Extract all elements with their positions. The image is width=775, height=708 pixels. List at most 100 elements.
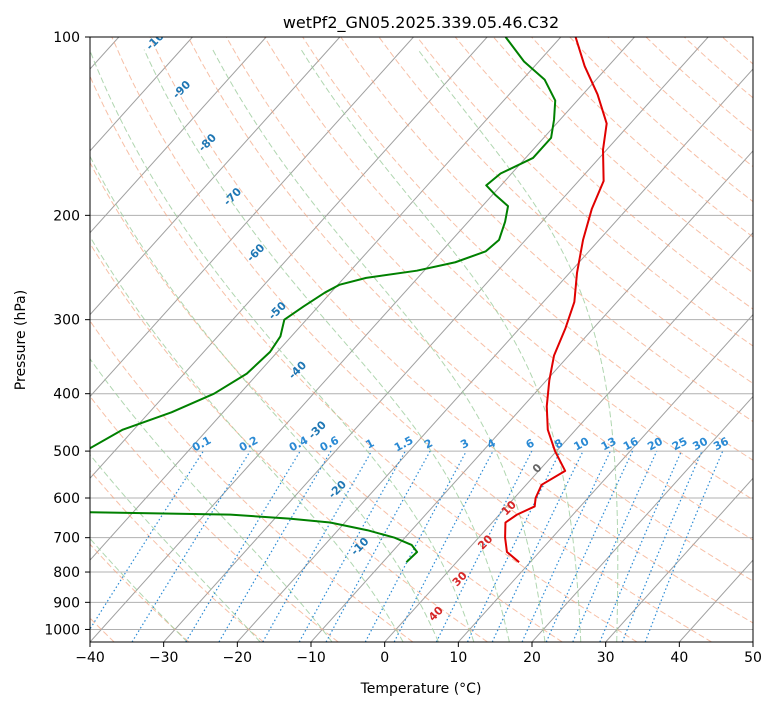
mixing-ratio-line [435, 450, 533, 642]
x-tick-label: 50 [744, 650, 762, 666]
mixing-ratio-label: 10 [572, 435, 592, 454]
x-tick-label: −20 [223, 650, 253, 666]
mixing-ratio-line [364, 450, 467, 642]
isotherm-line [90, 37, 635, 642]
moist-adiabat-line [417, 49, 619, 642]
mixing-ratio-line [131, 450, 251, 642]
isotherm-line [531, 395, 753, 642]
isentrope-label: -100 [143, 24, 172, 53]
isentrope-label: -70 [221, 185, 244, 208]
isotherm-line [90, 37, 414, 398]
profile-layer [90, 37, 608, 563]
mixing-ratio-label: 6 [524, 436, 537, 451]
isotherm-line [752, 641, 753, 642]
dry-adiabat-line [90, 75, 638, 642]
dry-adiabat-line [111, 37, 712, 642]
x-tick-label: 0 [380, 650, 389, 666]
isotherm-line [678, 559, 753, 642]
y-tick-label: 100 [53, 30, 80, 46]
dry-adiabat-line [302, 37, 753, 461]
x-tick-label: −40 [75, 650, 105, 666]
dry-adiabat-line [378, 37, 753, 385]
mixing-ratio-line [572, 450, 658, 642]
y-tick-label: 400 [53, 387, 80, 403]
moist-adiabat-line [90, 453, 261, 642]
x-tick-label: 10 [449, 650, 467, 666]
moist-adiabat-line [90, 537, 188, 642]
y-tick-label: 500 [53, 444, 80, 460]
x-tick-label: 40 [670, 650, 688, 666]
isotherm-line [457, 313, 753, 642]
dry-adiabat-line [340, 37, 753, 423]
isotherm-line [605, 477, 753, 642]
mixing-ratio-line [545, 450, 634, 642]
x-tick-label: 30 [597, 650, 615, 666]
plot-frame [89, 36, 754, 643]
x-tick-label: −10 [296, 650, 326, 666]
y-tick-label: 700 [53, 531, 80, 547]
x-axis-label: Temperature (°C) [360, 681, 482, 697]
mixing-ratio-line [298, 450, 406, 642]
y-tick-label: 900 [53, 595, 80, 611]
grid-layer: 0.1 0.2 0.4 0.6 1 1.5 2 3 4 6 8 10 13 16 20 25 30 36-100-… [90, 24, 753, 642]
isotherm-line [90, 37, 488, 480]
dry-adiabat-line [531, 37, 753, 238]
mixing-ratio-label: 25 [670, 435, 690, 454]
dry-adiabat-line [225, 37, 753, 541]
dry-adiabat-line [607, 37, 753, 168]
y-tick-label: 800 [53, 565, 80, 581]
dewpoint-profile-line [90, 37, 557, 563]
theta-e-label: 0 [530, 461, 545, 476]
moist-adiabat-line [300, 49, 582, 642]
dry-adiabat-line [90, 242, 488, 642]
mixing-ratio-label: 36 [711, 435, 731, 454]
mixing-ratio-label: 20 [645, 435, 665, 454]
moist-adiabat-line [90, 235, 404, 642]
chart-title: wetPf2_GN05.2025.339.05.46.C32 [283, 13, 559, 33]
moist-adiabat-line [90, 49, 475, 642]
dry-adiabat-line [493, 37, 753, 274]
mixing-ratio-label: 2 [422, 436, 435, 451]
moist-adiabat-line [90, 155, 439, 642]
isotherm-line [90, 37, 267, 234]
y-tick-label: 300 [53, 313, 80, 329]
dry-adiabat-line [90, 395, 339, 642]
y-tick-label: 1000 [44, 622, 80, 638]
mixing-ratio-line [185, 450, 301, 642]
mixing-ratio-label: 16 [621, 435, 641, 454]
mixing-ratio-label: 4 [485, 436, 498, 451]
moist-adiabat-line [212, 49, 546, 642]
y-tick-label: 200 [53, 208, 80, 224]
dry-adiabat-line [264, 37, 753, 501]
mixing-ratio-label: 30 [690, 434, 710, 453]
dry-adiabat-line [90, 469, 264, 642]
dry-adiabat-line [187, 37, 753, 582]
moist-adiabat-line [143, 49, 510, 642]
mixing-ratio-line [90, 450, 204, 631]
dry-adiabat-line [645, 37, 753, 133]
mixing-ratio-line [621, 450, 703, 642]
isotherm-line [90, 37, 341, 316]
axis-ticks: −40 −30 −20 −10 0 10 20 30 40 5010009008007006005… [44, 30, 762, 666]
mixing-ratio-label: 3 [458, 436, 471, 451]
mixing-ratio-line [325, 450, 431, 642]
dry-adiabat-line [454, 37, 753, 310]
y-tick-label: 600 [53, 491, 80, 507]
temperature-profile-line [504, 37, 608, 563]
dry-adiabat-line [149, 37, 753, 624]
x-tick-label: −30 [149, 650, 179, 666]
isentrope-label: -90 [170, 78, 193, 101]
isotherm-line [90, 37, 193, 152]
isentrope-label: -80 [196, 131, 219, 154]
x-tick-label: 20 [523, 650, 541, 666]
isotherm-line [163, 37, 709, 642]
dry-adiabat-line [90, 161, 563, 642]
dry-adiabat-line [416, 37, 753, 347]
isotherm-line [384, 231, 753, 642]
mixing-ratio-line [599, 450, 682, 642]
mixing-ratio-line [644, 450, 724, 642]
dry-adiabat-line [683, 37, 753, 99]
y-axis-label: Pressure (hPa) [13, 290, 29, 390]
mixing-ratio-label: 13 [599, 435, 619, 454]
